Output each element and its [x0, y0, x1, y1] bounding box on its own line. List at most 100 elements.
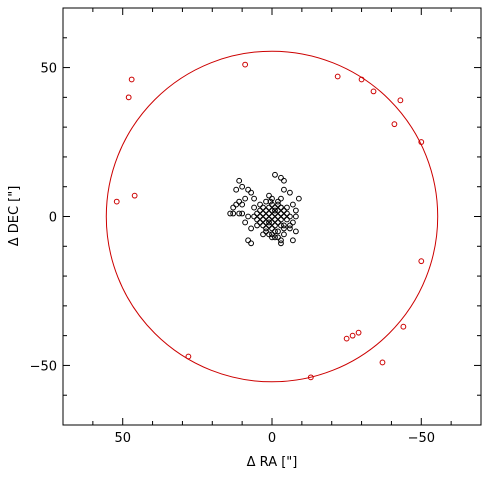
core-point	[266, 192, 272, 199]
core-point	[269, 231, 275, 238]
core-point	[281, 231, 287, 238]
core-point	[263, 225, 269, 232]
core-point	[257, 201, 263, 208]
core-point	[236, 198, 243, 205]
core-point	[284, 210, 290, 217]
core-point	[272, 210, 278, 217]
core-point	[272, 204, 278, 211]
core-point	[292, 228, 299, 235]
outer-point	[128, 76, 135, 83]
core-point	[272, 222, 278, 229]
core-point	[272, 216, 278, 223]
core-point	[269, 219, 275, 226]
core-point	[290, 201, 296, 208]
core-point	[266, 216, 272, 223]
core-point	[287, 189, 293, 196]
outer-point	[400, 323, 407, 330]
core-point	[290, 237, 296, 244]
outer-point	[397, 97, 404, 104]
outer-point	[185, 353, 192, 360]
core-point	[266, 204, 272, 211]
core-point	[269, 234, 275, 241]
core-point	[254, 210, 260, 217]
core-point	[266, 210, 272, 217]
core-point	[275, 228, 281, 235]
points-layer	[113, 61, 425, 381]
core-point	[254, 222, 260, 229]
outer-point	[355, 329, 362, 336]
y-tick-label: 0	[49, 211, 57, 226]
core-point	[239, 210, 246, 217]
x-tick-label: −50	[408, 431, 435, 446]
outer-point	[418, 258, 425, 265]
core-point	[290, 219, 296, 226]
core-point	[275, 234, 281, 241]
outer-point	[370, 88, 377, 95]
core-point	[245, 186, 252, 193]
core-point	[281, 222, 287, 229]
core-point	[281, 207, 287, 214]
outer-point	[307, 374, 314, 381]
selection-circle	[105, 50, 439, 383]
core-point	[281, 186, 287, 193]
x-axis-ticks: 50 0 −50	[62, 8, 482, 446]
y-axis-ticks: −50 0 50	[30, 7, 481, 426]
core-point	[260, 210, 266, 217]
core-point	[233, 186, 240, 193]
plot-frame	[62, 7, 482, 426]
core-point	[263, 228, 269, 235]
core-point	[242, 195, 249, 202]
x-tick-label: 50	[114, 431, 131, 446]
core-point	[269, 213, 275, 220]
core-point	[257, 213, 263, 220]
core-point	[275, 207, 281, 214]
outer-point	[418, 139, 425, 145]
core-point	[281, 213, 287, 220]
core-point	[242, 219, 249, 226]
core-point	[239, 183, 246, 190]
x-axis-label: Δ RA ["]	[247, 455, 298, 470]
core-point	[233, 201, 240, 208]
outer-point	[358, 76, 365, 83]
core-point	[272, 234, 278, 241]
core-point	[287, 225, 293, 232]
core-point	[260, 231, 266, 238]
core-point	[263, 219, 269, 226]
outer-point	[379, 359, 386, 366]
core-point	[278, 237, 284, 244]
core-point	[278, 222, 284, 229]
core-point	[230, 210, 237, 217]
core-point	[263, 207, 269, 214]
core-point	[263, 213, 269, 220]
core-point	[287, 213, 293, 220]
core-point	[266, 231, 272, 238]
core-point	[281, 177, 287, 184]
core-point	[269, 195, 275, 202]
outer-point	[242, 61, 249, 68]
core-point	[272, 171, 278, 178]
core-point	[267, 198, 274, 205]
outer-point	[343, 335, 350, 342]
outer-point	[125, 94, 132, 101]
outer-point	[334, 73, 341, 80]
core-point	[251, 213, 257, 220]
core-point	[275, 201, 281, 208]
core-point	[236, 210, 243, 217]
y-tick-label: −50	[30, 359, 57, 374]
core-point	[278, 240, 284, 247]
core-point	[248, 189, 255, 196]
core-point	[260, 204, 266, 211]
outer-point	[113, 198, 120, 205]
core-point	[257, 219, 263, 226]
core-point	[266, 219, 272, 226]
core-point	[260, 216, 266, 223]
core-point	[245, 213, 252, 220]
core-point	[284, 216, 290, 223]
core-point	[278, 216, 284, 223]
core-point	[236, 177, 243, 184]
core-point	[278, 210, 284, 217]
core-point	[272, 228, 278, 235]
y-axis-label: Δ DEC ["]	[7, 186, 22, 247]
